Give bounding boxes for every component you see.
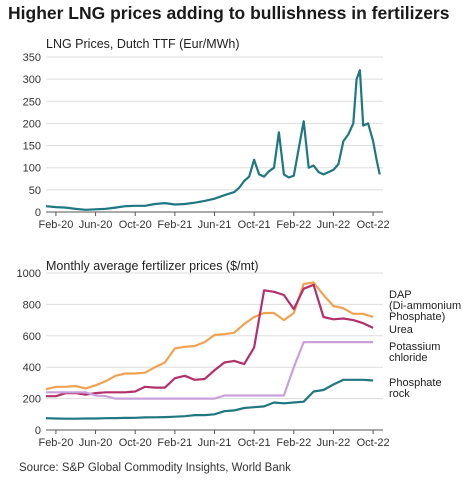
lng-y-tick-0: 0 bbox=[35, 207, 41, 219]
fert-x-tick-jun-20: Jun-20 bbox=[79, 437, 113, 449]
fert-legend-dap-di-ammonium-phosphate-line-2: Phosphate) bbox=[389, 311, 445, 323]
lng-x-tick-jun-21: Jun-21 bbox=[198, 219, 232, 231]
fert-line-phosphate-rock bbox=[45, 378, 374, 420]
fert-line-potassium-chloride bbox=[46, 341, 374, 400]
fert-y-tick-0: 0 bbox=[35, 425, 41, 437]
lng-x-tick-oct-20: Oct-20 bbox=[119, 219, 152, 231]
lng-x-tick-feb-22: Feb-22 bbox=[276, 219, 311, 231]
lng-price-chart: LNG Prices, Dutch TTF (Eur/MWh) 0 50 100 15… bbox=[23, 37, 390, 231]
lng-y-tick-300: 300 bbox=[23, 74, 41, 86]
fert-legend-dap-di-ammonium-phosphate-line-0: DAP bbox=[389, 289, 412, 301]
fert-legend-potassium-chloride-line-0: Potassium bbox=[389, 341, 440, 353]
fert-y-tick-400: 400 bbox=[23, 362, 41, 374]
lng-y-tick-350: 350 bbox=[23, 52, 41, 64]
fert-x-tick-jun-21: Jun-21 bbox=[198, 437, 232, 449]
source-note: Source: S&P Global Commodity Insights, W… bbox=[19, 462, 291, 474]
lng-line-series-0 bbox=[45, 69, 381, 211]
lng-chart-subtitle: LNG Prices, Dutch TTF (Eur/MWh) bbox=[46, 37, 240, 51]
fert-y-tick-200: 200 bbox=[23, 394, 41, 406]
lng-y-tick-150: 150 bbox=[23, 141, 41, 153]
fertilizer-chart-subtitle: Monthly average fertilizer prices ($/mt) bbox=[46, 259, 259, 273]
fert-y-tick-600: 600 bbox=[23, 331, 41, 343]
fert-x-tick-feb-20: Feb-20 bbox=[38, 437, 73, 449]
fert-legend-phosphate-rock-line-0: Phosphate bbox=[389, 377, 442, 389]
lng-x-tick-feb-21: Feb-21 bbox=[157, 219, 192, 231]
fert-x-tick-feb-22: Feb-22 bbox=[276, 437, 311, 449]
lng-y-tick-200: 200 bbox=[23, 118, 41, 130]
fertilizer-price-chart: Monthly average fertilizer prices ($/mt)… bbox=[17, 259, 462, 449]
lng-y-tick-50: 50 bbox=[29, 185, 41, 197]
lng-y-tick-250: 250 bbox=[23, 96, 41, 108]
fert-x-tick-jun-22: Jun-22 bbox=[317, 437, 351, 449]
fert-legend-dap-di-ammonium-phosphate-line-1: (Di-ammonium bbox=[389, 300, 461, 312]
fert-line-dap-di-ammonium-phosphate bbox=[45, 281, 374, 391]
fert-x-tick-feb-21: Feb-21 bbox=[157, 437, 192, 449]
lng-x-tick-feb-20: Feb-20 bbox=[38, 219, 73, 231]
lng-x-tick-oct-21: Oct-21 bbox=[238, 219, 271, 231]
fert-y-tick-1000: 1000 bbox=[17, 268, 41, 280]
fert-legend-phosphate-rock-line-1: rock bbox=[389, 388, 410, 400]
fert-x-tick-oct-22: Oct-22 bbox=[357, 437, 390, 449]
fert-line-urea bbox=[46, 283, 374, 398]
fert-x-tick-oct-20: Oct-20 bbox=[119, 437, 152, 449]
main-title: Higher LNG prices adding to bullishness … bbox=[8, 3, 450, 23]
lng-x-tick-jun-20: Jun-20 bbox=[79, 219, 113, 231]
fert-legend-urea-line-0: Urea bbox=[389, 324, 414, 336]
lng-y-tick-100: 100 bbox=[23, 163, 41, 175]
lng-x-tick-jun-22: Jun-22 bbox=[317, 219, 351, 231]
fert-y-tick-800: 800 bbox=[23, 299, 41, 311]
lng-x-tick-oct-22: Oct-22 bbox=[357, 219, 390, 231]
fert-legend-potassium-chloride-line-1: chloride bbox=[389, 352, 428, 364]
fert-x-tick-oct-21: Oct-21 bbox=[238, 437, 271, 449]
